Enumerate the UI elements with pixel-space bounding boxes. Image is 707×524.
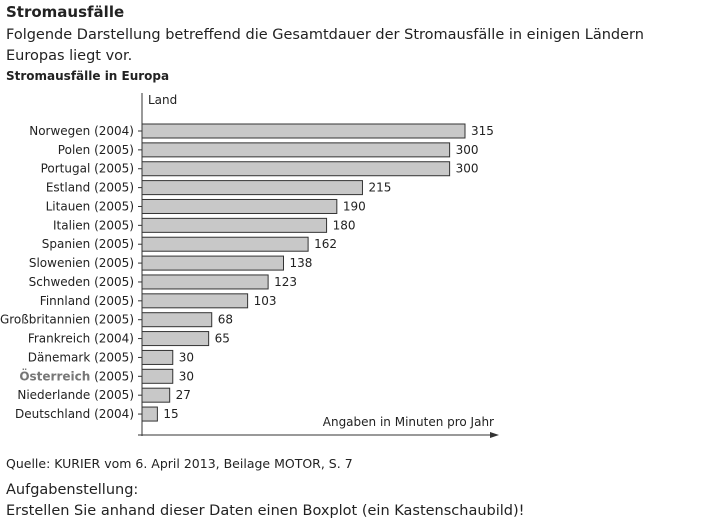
- bar: [141, 142, 451, 158]
- category-label: Norwegen (2004): [29, 124, 134, 138]
- source-note: Quelle: KURIER vom 6. April 2013, Beilag…: [6, 456, 353, 471]
- bar: [141, 161, 451, 177]
- bar: [141, 312, 213, 328]
- category-label: Estland (2005): [46, 181, 134, 195]
- intro-text: Folgende Darstellung betreffend die Gesa…: [6, 27, 644, 64]
- value-label: 315: [471, 124, 494, 138]
- bar: [141, 180, 363, 196]
- value-label: 300: [456, 143, 479, 157]
- chart-title: Stromausfälle in Europa: [6, 69, 170, 83]
- bar: [141, 387, 171, 403]
- category-label: Deutschland (2004): [15, 407, 134, 421]
- category-label: Finnland (2005): [40, 294, 134, 308]
- category-label: Litauen (2005): [46, 199, 134, 213]
- value-label: 300: [456, 162, 479, 176]
- value-label: 27: [176, 388, 191, 402]
- category-label: Niederlande (2005): [17, 388, 134, 402]
- category-label: Frankreich (2004): [28, 332, 134, 346]
- task-heading: Aufgabenstellung:: [6, 482, 139, 498]
- value-label: 103: [254, 294, 277, 308]
- heading: Stromausfälle: [6, 3, 125, 21]
- value-label: 68: [218, 313, 233, 327]
- bar: [141, 406, 158, 422]
- x-axis-arrow-icon: [490, 432, 499, 438]
- bar: [141, 368, 174, 384]
- category-label: Österreich (2005): [19, 368, 134, 383]
- x-axis-label: Angaben in Minuten pro Jahr: [323, 415, 494, 429]
- category-label: Dänemark (2005): [28, 350, 134, 364]
- value-label: 190: [343, 199, 366, 213]
- category-label: Spanien (2005): [42, 237, 134, 251]
- value-label: 215: [368, 181, 391, 195]
- y-axis-label: Land: [148, 93, 177, 107]
- category-label: Schweden (2005): [29, 275, 134, 289]
- bar: [141, 217, 328, 233]
- value-label: 15: [163, 407, 178, 421]
- value-label: 123: [274, 275, 297, 289]
- value-label: 162: [314, 237, 337, 251]
- value-label: 180: [333, 218, 356, 232]
- value-label: 65: [215, 332, 230, 346]
- category-label: Polen (2005): [58, 143, 134, 157]
- bar: [141, 331, 210, 347]
- bar: [141, 236, 309, 252]
- category-label: Portugal (2005): [41, 162, 134, 176]
- bar: [141, 293, 249, 309]
- task-text: Erstellen Sie anhand dieser Daten einen …: [6, 503, 525, 519]
- bar: [141, 349, 174, 365]
- category-label: Slowenien (2005): [29, 256, 134, 270]
- category-label: Italien (2005): [53, 218, 134, 232]
- bar: [141, 274, 269, 290]
- category-label: Großbritannien (2005): [0, 313, 134, 327]
- bar: [141, 255, 285, 271]
- bar: [141, 198, 338, 214]
- bar: [141, 123, 466, 139]
- value-label: 30: [179, 369, 194, 383]
- value-label: 138: [290, 256, 313, 270]
- value-label: 30: [179, 350, 194, 364]
